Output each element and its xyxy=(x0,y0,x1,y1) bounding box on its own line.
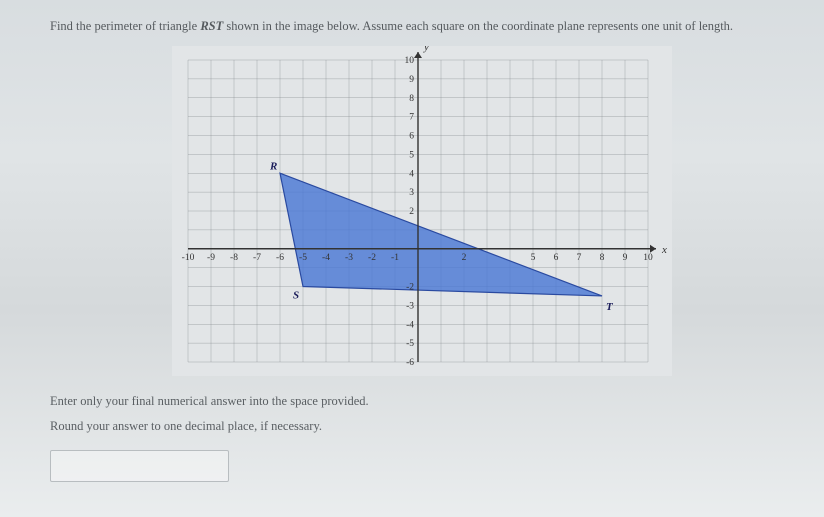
svg-text:-3: -3 xyxy=(406,301,414,311)
svg-text:10: 10 xyxy=(643,252,653,262)
svg-text:-9: -9 xyxy=(207,252,215,262)
prompt-before: Find the perimeter of triangle xyxy=(50,19,200,33)
svg-text:-2: -2 xyxy=(406,282,414,292)
svg-text:-7: -7 xyxy=(253,252,261,262)
svg-text:9: 9 xyxy=(623,252,628,262)
svg-text:3: 3 xyxy=(409,188,414,198)
question-prompt: Find the perimeter of triangle RST shown… xyxy=(50,18,794,36)
svg-text:-4: -4 xyxy=(406,320,414,330)
svg-text:-8: -8 xyxy=(230,252,238,262)
svg-text:5: 5 xyxy=(409,150,414,160)
svg-text:8: 8 xyxy=(409,93,414,103)
svg-text:-4: -4 xyxy=(322,252,330,262)
chart-container: -10 -9 -8 -7 -6 -5 -4 -3 -2 -1 2 5 6 7 8 9 10 -6 -5 -4 -3 -2 2… xyxy=(50,46,794,376)
svg-text:7: 7 xyxy=(409,112,414,122)
svg-text:-3: -3 xyxy=(345,252,353,262)
instruction-enter: Enter only your final numerical answer i… xyxy=(50,394,794,409)
svg-text:4: 4 xyxy=(409,169,414,179)
triangle-name: RST xyxy=(200,19,223,33)
svg-text:-6: -6 xyxy=(276,252,284,262)
svg-text:-6: -6 xyxy=(406,358,414,368)
svg-text:10: 10 xyxy=(405,56,415,66)
instruction-round: Round your answer to one decimal place, … xyxy=(50,419,794,434)
prompt-after: shown in the image below. Assume each sq… xyxy=(223,19,733,33)
svg-text:-5: -5 xyxy=(406,339,414,349)
svg-text:y: y xyxy=(423,46,429,53)
svg-text:2: 2 xyxy=(409,207,414,217)
svg-text:6: 6 xyxy=(409,131,414,141)
svg-text:-5: -5 xyxy=(299,252,307,262)
svg-text:7: 7 xyxy=(577,252,582,262)
svg-text:6: 6 xyxy=(554,252,559,262)
svg-text:8: 8 xyxy=(600,252,605,262)
svg-text:9: 9 xyxy=(409,74,414,84)
svg-text:-2: -2 xyxy=(368,252,376,262)
answer-input[interactable] xyxy=(50,450,229,482)
svg-text:-10: -10 xyxy=(182,252,195,262)
svg-text:S: S xyxy=(293,289,299,301)
coordinate-chart: -10 -9 -8 -7 -6 -5 -4 -3 -2 -1 2 5 6 7 8 9 10 -6 -5 -4 -3 -2 2… xyxy=(172,46,672,376)
svg-text:R: R xyxy=(269,160,277,172)
svg-text:x: x xyxy=(661,243,667,255)
svg-text:5: 5 xyxy=(531,252,536,262)
svg-text:2: 2 xyxy=(462,252,467,262)
svg-text:-1: -1 xyxy=(391,252,399,262)
